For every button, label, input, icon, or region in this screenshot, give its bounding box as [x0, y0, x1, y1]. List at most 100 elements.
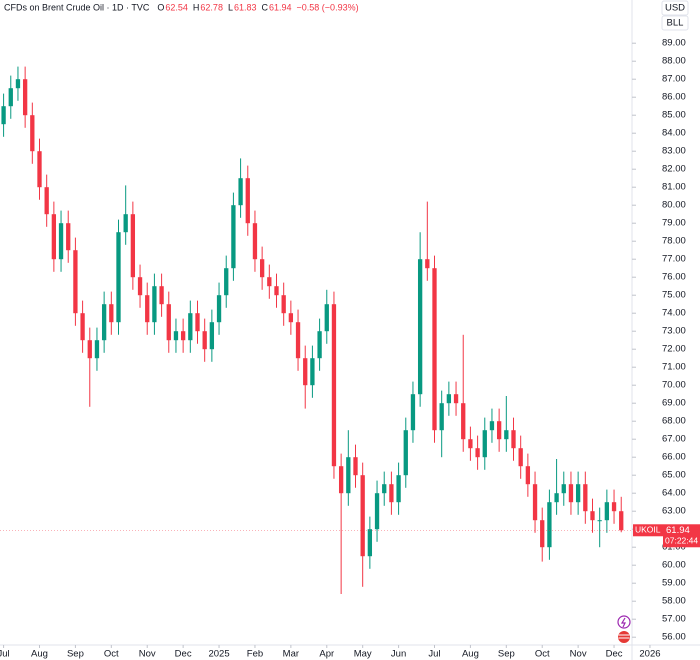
candle-body — [238, 178, 243, 206]
candle-body — [604, 502, 610, 521]
x-tick-label: Nov — [570, 649, 587, 660]
candle-body — [245, 178, 250, 224]
candle-body — [73, 250, 78, 314]
events-icon[interactable] — [617, 615, 631, 629]
candle-body — [295, 322, 301, 359]
last-price-label: 61.94 — [666, 525, 690, 536]
unit: BLL — [667, 18, 684, 29]
candle-body — [180, 331, 186, 341]
candle-body — [159, 286, 164, 305]
candle-body — [432, 268, 437, 431]
candle-body — [317, 331, 322, 359]
candle-body — [417, 259, 423, 395]
x-tick-label: Mar — [283, 649, 299, 660]
x-tick-label: Jul — [428, 649, 440, 660]
y-tick-label: 65.00 — [662, 470, 686, 481]
candle-body — [109, 304, 114, 323]
unit-button[interactable] — [661, 15, 689, 31]
candle-body — [410, 394, 416, 431]
ohlc-value: 61.94 — [269, 2, 292, 12]
candle-body — [590, 511, 595, 521]
candle-body — [22, 79, 28, 116]
y-tick-label: 57.00 — [662, 614, 686, 625]
y-tick-label: 88.00 — [662, 56, 686, 67]
x-tick-label: Nov — [139, 649, 156, 660]
candle-body — [331, 304, 337, 467]
ohlc-label: O — [157, 2, 164, 12]
y-tick-label: 67.00 — [662, 434, 686, 445]
candle-body — [389, 484, 394, 503]
change: −0.58 (−0.93%) — [297, 2, 359, 12]
candle-body — [267, 277, 272, 287]
y-tick-label: 87.00 — [662, 74, 686, 85]
candle-body — [561, 484, 566, 494]
x-tick-label: Aug — [31, 649, 48, 660]
candle-body — [1, 106, 6, 125]
candle-body — [547, 502, 552, 548]
y-tick-label: 58.00 — [662, 596, 686, 607]
x-tick-label: May — [354, 649, 372, 660]
candle-body — [568, 484, 574, 503]
y-tick-label: 71.00 — [662, 362, 686, 373]
candle-body — [116, 232, 121, 323]
candle-body — [468, 439, 473, 449]
candle-body — [583, 484, 588, 512]
candle-body — [123, 214, 128, 233]
candle-body — [145, 295, 150, 323]
ohlc-label: L — [228, 2, 233, 12]
y-tick-label: 79.00 — [662, 218, 686, 229]
candle-body — [575, 484, 581, 503]
y-tick-label: 86.00 — [662, 92, 686, 103]
flag-stripes — [618, 634, 630, 639]
y-tick-label: 70.00 — [662, 380, 686, 391]
x-tick-label: Sep — [67, 649, 84, 660]
price-tag — [663, 524, 700, 548]
candle-body — [367, 529, 373, 557]
candle-body — [51, 214, 57, 260]
symbol-tag — [633, 524, 663, 537]
y-tick-label: 73.00 — [662, 326, 686, 337]
x-tick-label: Apr — [319, 649, 334, 660]
symbol-title[interactable]: CFDs on Brent Crude Oil · 1D · TVC — [4, 2, 150, 12]
candle-body — [80, 313, 85, 341]
candle-body — [252, 223, 258, 260]
ohlc-label: H — [193, 2, 200, 12]
candle-body — [195, 313, 200, 332]
candle-body — [453, 394, 459, 404]
x-tick-label: Oct — [535, 649, 550, 660]
candle-body — [597, 520, 602, 522]
candle-body — [94, 340, 100, 359]
x-tick-label: 2025 — [208, 649, 229, 660]
ohlc-value: 62.54 — [165, 2, 188, 12]
candle-body — [288, 313, 294, 323]
candle-body — [446, 394, 452, 404]
x-tick-label: Dec — [175, 649, 192, 660]
candle-body — [475, 448, 480, 458]
x-tick-label: Sep — [498, 649, 515, 660]
candle-body — [425, 259, 430, 269]
candle-body — [44, 187, 49, 215]
candle-body — [374, 493, 380, 530]
x-tick-label: 2026 — [639, 649, 660, 660]
x-tick-label: Jul — [0, 649, 10, 660]
candle-body — [461, 403, 466, 440]
candle-body — [209, 322, 215, 350]
candle-body — [504, 430, 509, 440]
candle-body — [382, 484, 387, 494]
y-tick-label: 63.00 — [662, 506, 686, 517]
y-tick-label: 81.00 — [662, 182, 686, 193]
candle-body — [259, 259, 265, 278]
candle-body — [396, 475, 401, 503]
countdown: 07:22:44 — [665, 536, 698, 546]
y-tick-label: 60.00 — [662, 560, 686, 571]
candle-body — [231, 205, 236, 269]
candle-body — [360, 475, 365, 557]
y-tick-label: 66.00 — [662, 452, 686, 463]
currency-button[interactable] — [661, 0, 689, 16]
ohlc-legend: O 62.54 H 62.78 L 61.83 C 61.94 −0.58 (−0.93%) — [157, 2, 358, 12]
candle-body — [58, 223, 64, 260]
flag-icon[interactable] — [618, 631, 630, 643]
candle-body — [274, 286, 279, 296]
